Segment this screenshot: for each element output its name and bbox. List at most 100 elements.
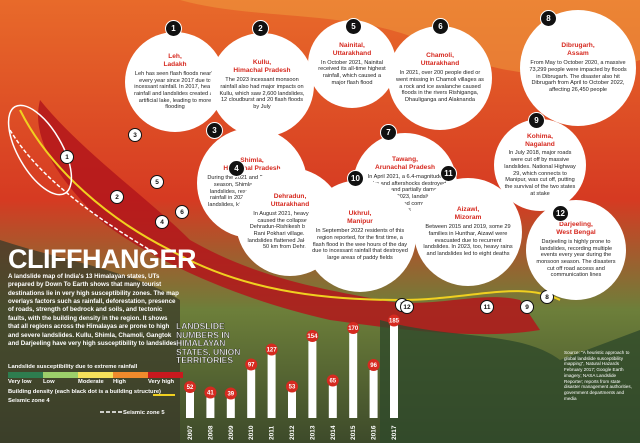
callout-number: 9: [528, 112, 545, 129]
callout-circle: Aizawl, Mizoram Between 2015 and 2019, som…: [414, 178, 522, 286]
bar-label: 154: [307, 334, 318, 340]
x-tick-label: 2016: [371, 425, 378, 440]
bar-label: 185: [389, 319, 400, 325]
callout-number: 7: [380, 124, 397, 141]
callout-text: From May to October 2020, a massive 73,2…: [529, 60, 627, 93]
bar-label: 170: [348, 326, 359, 332]
map-marker: 4: [155, 215, 169, 229]
callout-text: The 2023 incessant monsoon rainfall also…: [219, 77, 305, 110]
callout-place: Dehradun,: [273, 192, 307, 200]
callout-circle: Darjeeling, West Bengal Darjeeling is high…: [526, 200, 626, 300]
callout-place: Darjeeling,: [559, 220, 593, 228]
callout-number: 3: [206, 122, 223, 139]
legend-swatch: [113, 372, 148, 378]
bar: [308, 341, 317, 418]
map-marker: 5: [150, 175, 164, 189]
callout-text: In October 2021, Nainital received its a…: [318, 59, 386, 86]
callout-circle: Dibrugarh, Assam From May to October 2020,…: [520, 10, 636, 126]
bar-label: 127: [267, 348, 278, 354]
callout-place: Chamoli,: [426, 52, 454, 60]
map-marker: 1: [60, 150, 74, 164]
callout-text: In September 2022 residents of this regi…: [312, 228, 408, 261]
x-tick-label: 2009: [228, 425, 235, 440]
source: Source: "A heuristic approach to global …: [564, 350, 632, 401]
bar-label: 53: [289, 385, 296, 391]
bar-label-bg: [347, 322, 360, 334]
map-marker: 3: [128, 128, 142, 142]
plains: [0, 240, 180, 443]
legend-swatches: [8, 372, 183, 378]
seismic-zone-line: [19, 109, 561, 302]
region-outline: [7, 104, 73, 196]
plains: [380, 320, 640, 443]
callout-number: 12: [552, 205, 569, 222]
title: CLIFFHANGER: [8, 244, 196, 274]
x-tick-label: 2007: [187, 425, 194, 440]
map-marker: 6: [175, 205, 189, 219]
callout-state: Uttarakhand: [270, 200, 310, 208]
callout-state: Assam: [567, 50, 589, 58]
callout-place: Aizawl,: [456, 206, 480, 214]
x-tick-label: 2008: [207, 425, 214, 440]
callout-state: Uttarakhand: [420, 60, 460, 68]
bar-label: 39: [227, 392, 234, 398]
bar-label: 41: [207, 391, 214, 397]
bar-label-bg: [224, 387, 237, 400]
callout-state: Ladakh: [163, 60, 187, 68]
bar: [390, 325, 398, 418]
bar-label-bg: [245, 358, 258, 371]
legend-names: Very low Low Moderate High Very high: [8, 379, 183, 385]
callout-text: In 2021, over 200 people died or went mi…: [396, 70, 484, 103]
callout-state: Himachal Pradesh: [233, 67, 291, 75]
bar-label-bg: [326, 374, 339, 387]
bar: [288, 391, 296, 418]
callout-circle: Kohima, Nagaland In July 2018, major roads…: [494, 119, 586, 211]
map-marker: 11: [480, 300, 494, 314]
callout-number: 1: [165, 20, 182, 37]
bar: [369, 370, 378, 418]
legend-title: Landslide susceptibility due to extreme …: [8, 364, 138, 370]
bar-label-bg: [388, 314, 400, 327]
callout-number: 4: [228, 160, 245, 177]
callout-number: 2: [252, 20, 269, 37]
bar-label: 65: [329, 379, 336, 385]
bar-label-bg: [204, 386, 217, 399]
bar-label: 52: [187, 385, 194, 391]
bar-label: 97: [248, 363, 255, 369]
x-tick-label: 2015: [350, 425, 357, 440]
legend-swatch: [78, 372, 113, 378]
bar-label: 96: [370, 363, 377, 369]
bar: [226, 398, 235, 418]
callout-place: Shimla,: [240, 157, 264, 165]
callout-circle: Chamoli, Uttarakhand In 2021, over 200 peo…: [388, 26, 492, 130]
callout-number: 10: [347, 170, 364, 187]
map-marker: 12: [400, 300, 414, 314]
legend-level: Moderate: [78, 379, 104, 385]
x-tick-label: 2010: [248, 425, 255, 440]
seismic-zone-line: [9, 129, 151, 251]
legend-level: High: [113, 379, 126, 385]
callout-number: 11: [440, 165, 457, 182]
legend-swatch: [8, 372, 43, 378]
callout-state: Arunachal Pradesh: [374, 163, 436, 171]
callout-text: Leh has seen flash floods nearly every y…: [134, 70, 216, 111]
bar: [267, 354, 276, 418]
callout-text: Between 2015 and 2019, some 29 families …: [423, 224, 513, 257]
x-tick-label: 2011: [269, 426, 276, 440]
bar-label-bg: [265, 343, 278, 356]
callout-circle: Leh, Ladakh Leh has seen flash floods near…: [125, 32, 225, 132]
intro: A landslide map of India's 13 Himalayan …: [8, 273, 179, 347]
callout-place: Dibrugarh,: [561, 42, 595, 50]
map-marker: 2: [110, 190, 124, 204]
callout-state: Mizoram: [454, 214, 482, 222]
callout-circle: Kullu, Himachal Pradesh The 2023 incessant…: [210, 33, 314, 137]
bar-label-bg: [184, 381, 196, 393]
legend: Landslide susceptibility due to extreme …: [8, 364, 183, 416]
bar: [328, 385, 337, 418]
legend-level: Low: [43, 379, 55, 385]
legend-zone4: Seismic zone 4: [8, 398, 50, 404]
legend-building: Building density (each black dot is a bu…: [8, 389, 161, 395]
bar: [186, 392, 194, 418]
legend-zone5: Seismic zone 5: [123, 410, 165, 416]
